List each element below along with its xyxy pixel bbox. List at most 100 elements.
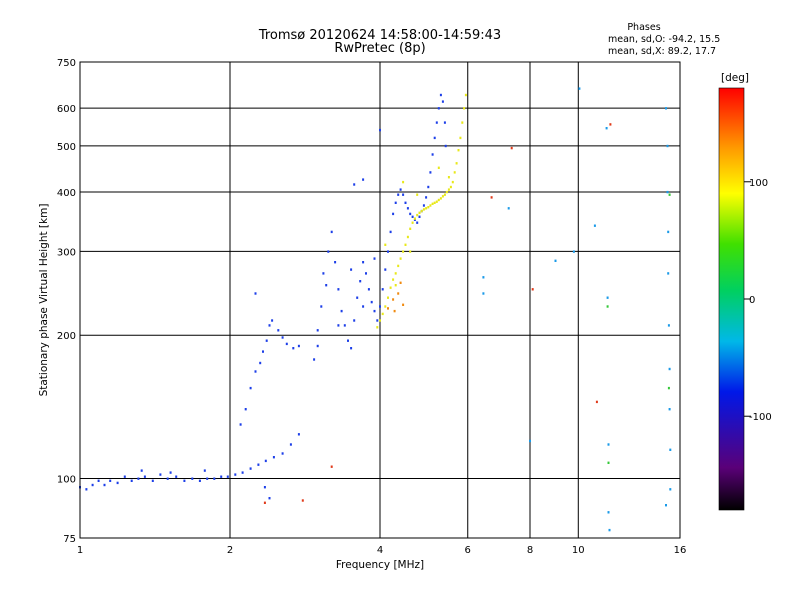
data-point — [411, 221, 414, 224]
x-tick-label: 2 — [227, 545, 233, 556]
data-point — [263, 486, 266, 489]
data-point — [482, 276, 485, 279]
data-point — [387, 296, 389, 299]
data-point — [263, 501, 266, 504]
data-point — [213, 477, 216, 480]
x-tick-label: 6 — [465, 545, 471, 556]
data-point — [254, 292, 257, 295]
data-point — [325, 284, 328, 287]
data-point — [531, 288, 534, 291]
data-point — [411, 215, 414, 218]
data-point — [449, 185, 452, 189]
data-point — [435, 200, 438, 203]
data-point — [169, 471, 172, 474]
data-point — [393, 309, 396, 313]
data-point — [347, 339, 349, 342]
data-point — [418, 215, 421, 218]
data-point — [397, 264, 400, 268]
data-point — [402, 180, 405, 184]
data-point — [406, 235, 409, 239]
data-point — [668, 193, 671, 196]
data-point — [507, 207, 510, 210]
data-point — [443, 193, 446, 196]
data-point — [239, 423, 242, 426]
data-point — [337, 288, 340, 291]
data-point — [281, 452, 284, 455]
x-axis-label: Frequency [MHz] — [336, 559, 424, 571]
data-point — [350, 268, 353, 271]
data-point — [397, 193, 400, 196]
data-point — [362, 178, 365, 181]
data-point — [254, 370, 257, 373]
data-point — [277, 329, 280, 332]
data-point — [669, 448, 672, 451]
data-point — [367, 288, 370, 291]
y-tick-label: 600 — [57, 104, 76, 115]
data-point — [384, 305, 387, 308]
data-point — [379, 128, 381, 132]
data-point — [206, 477, 209, 480]
data-point — [666, 144, 669, 148]
data-point — [429, 204, 432, 207]
data-point — [397, 292, 400, 295]
data-point — [379, 305, 381, 308]
data-point — [431, 153, 434, 156]
data-point — [175, 475, 178, 478]
data-point — [439, 93, 442, 97]
data-point — [435, 121, 438, 124]
y-tick-label: 75 — [63, 534, 76, 545]
data-point — [356, 296, 359, 299]
data-point — [605, 127, 608, 130]
data-point — [268, 497, 271, 500]
y-axis-ticks: 75 100 200 300 400 500 600 750 — [57, 58, 76, 545]
data-point — [365, 272, 367, 275]
data-point — [387, 307, 389, 310]
data-point — [353, 319, 356, 322]
data-point — [578, 87, 581, 90]
data-point — [234, 473, 237, 476]
data-point — [406, 207, 409, 210]
data-point — [554, 259, 557, 262]
data-point — [389, 230, 392, 234]
y-tick-label: 100 — [57, 475, 76, 486]
y-tick-label: 500 — [57, 142, 76, 153]
data-point — [362, 261, 365, 264]
data-point — [447, 176, 450, 179]
data-point — [447, 188, 450, 191]
x-tick-label: 10 — [572, 545, 585, 556]
data-point — [316, 344, 319, 348]
data-point — [668, 408, 671, 411]
data-point — [384, 243, 387, 246]
data-point — [667, 272, 670, 275]
data-point — [416, 213, 419, 217]
data-point — [281, 336, 284, 339]
colorbar-label: [deg] — [721, 72, 749, 84]
data-point — [667, 386, 670, 390]
data-point — [433, 201, 436, 204]
data-point — [313, 358, 316, 361]
data-point — [91, 483, 94, 487]
data-point — [529, 439, 531, 443]
data-point — [262, 350, 264, 353]
data-point — [151, 479, 154, 482]
data-point — [665, 504, 667, 507]
data-point — [451, 180, 454, 184]
stats-heading: Phases — [627, 22, 660, 33]
data-point — [427, 185, 430, 189]
data-point — [422, 208, 425, 211]
data-point — [416, 193, 419, 196]
data-point — [394, 201, 397, 204]
y-tick-label: 300 — [57, 247, 76, 258]
data-point — [271, 319, 274, 322]
data-point — [191, 477, 194, 480]
data-point — [389, 286, 392, 289]
data-point — [362, 305, 365, 308]
data-point — [409, 227, 412, 230]
data-point — [226, 475, 229, 478]
data-point — [510, 146, 513, 150]
colorbar-tick-label: 100 — [749, 178, 768, 189]
data-point — [330, 465, 333, 468]
data-point — [667, 324, 670, 327]
data-point — [606, 305, 609, 308]
data-point — [381, 288, 384, 291]
